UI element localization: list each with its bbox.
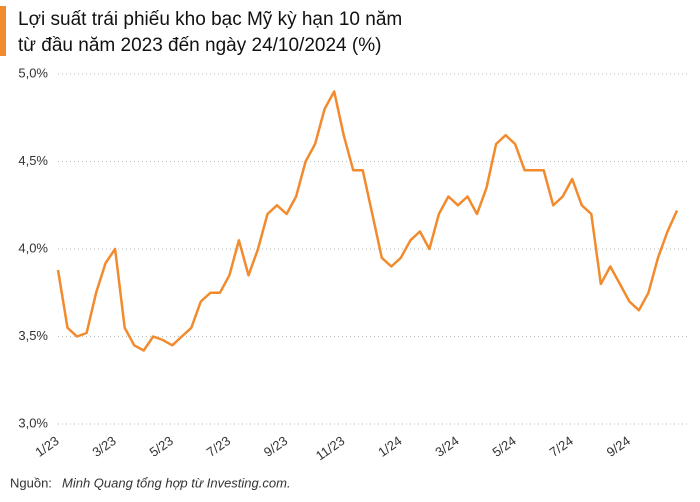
- x-tick-label: 9/24: [604, 433, 633, 460]
- x-tick-label: 3/24: [432, 433, 461, 460]
- y-tick-label: 4,5%: [18, 153, 48, 168]
- source-label: Nguồn:: [10, 475, 52, 490]
- x-tick-label: 9/23: [261, 433, 290, 460]
- y-tick-label: 4,0%: [18, 240, 48, 255]
- x-tick-label: 7/23: [204, 433, 233, 460]
- y-tick-label: 5,0%: [18, 65, 48, 80]
- x-tick-label: 1/23: [32, 433, 61, 460]
- source: Minh Quang tổng hợp từ Investing.com.: [62, 475, 291, 490]
- y-tick-label: 3,0%: [18, 415, 48, 430]
- x-tick-label: 7/24: [547, 433, 576, 460]
- y-tick-label: 3,5%: [18, 328, 48, 343]
- x-tick-label: 3/23: [89, 433, 118, 460]
- x-tick-label: 11/23: [313, 433, 347, 463]
- chart-title: Lợi suất trái phiếu kho bạc Mỹ kỳ hạn 10…: [18, 9, 402, 30]
- x-tick-label: 5/24: [489, 433, 518, 460]
- title-accent: [0, 6, 6, 56]
- data-line: [56, 90, 679, 352]
- chart-title: từ đầu năm 2023 đến ngày 24/10/2024 (%): [18, 35, 381, 56]
- x-tick-label: 1/24: [375, 433, 404, 460]
- x-tick-label: 5/23: [147, 433, 176, 460]
